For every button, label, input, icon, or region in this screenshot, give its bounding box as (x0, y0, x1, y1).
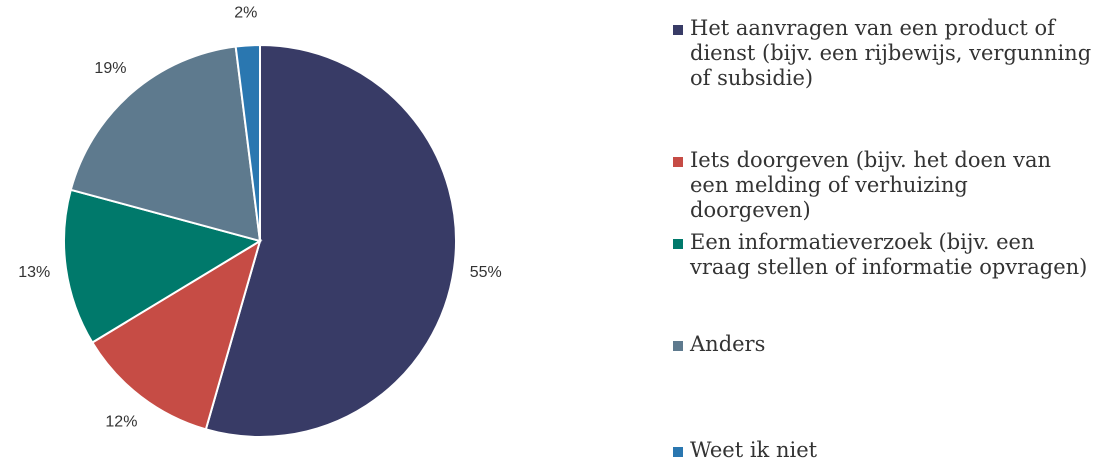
legend-swatch (673, 25, 683, 35)
legend-label: Iets doorgeven (bijv. het doen van een m… (690, 148, 1052, 222)
legend-swatch (673, 239, 683, 249)
legend-label: Het aanvragen van een product of dienst … (690, 16, 1092, 90)
pie-slice (90, 238, 262, 431)
legend-label: Een informatieverzoek (bijv. een vraag s… (690, 230, 1088, 279)
legend-entry: Het aanvragen van een product of dienst … (673, 16, 1095, 91)
legend-label: Anders (690, 332, 766, 356)
legend-entry: Een informatieverzoek (bijv. een vraag s… (673, 230, 1095, 280)
slice-label: 13% (18, 264, 50, 281)
legend-label: Weet ik niet (690, 438, 818, 461)
slice-label: 19% (94, 60, 126, 77)
pie-slice (204, 43, 457, 438)
pie-slice (234, 43, 261, 242)
legend-entry: Weet ik niet (673, 438, 1095, 461)
slice-label: 12% (105, 413, 137, 430)
pie-area: 55% 12% 13% 19% 2% (18, 5, 502, 438)
legend-swatch (673, 341, 683, 351)
slice-label: 2% (234, 5, 257, 22)
legend-entry: Anders (673, 332, 1095, 357)
legend-entry: Iets doorgeven (bijv. het doen van een m… (673, 148, 1095, 223)
legend-swatch (673, 157, 683, 167)
pie-slice (69, 45, 262, 243)
legend-swatch (673, 447, 683, 457)
slice-label: 55% (470, 264, 502, 281)
